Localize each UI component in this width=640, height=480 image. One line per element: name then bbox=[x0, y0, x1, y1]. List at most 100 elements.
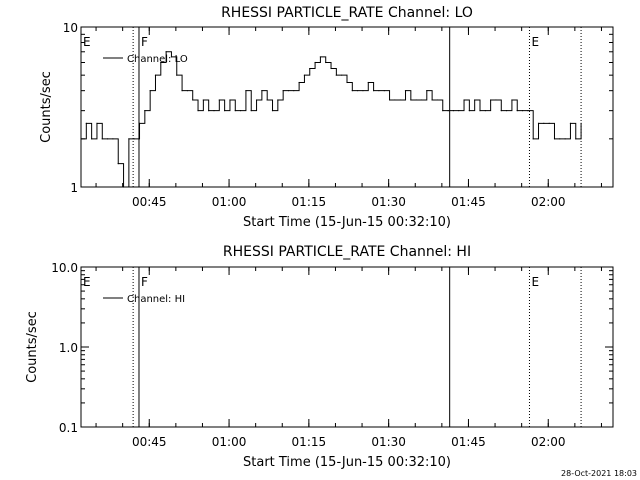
series-point bbox=[91, 138, 93, 140]
series-point bbox=[117, 163, 119, 165]
y-tick-label: 0.1 bbox=[59, 421, 78, 435]
x-tick-label: 00:45 bbox=[132, 195, 167, 209]
series-point bbox=[388, 99, 391, 101]
series-point bbox=[346, 81, 348, 84]
event-marker-label: E bbox=[531, 35, 539, 49]
series-point bbox=[122, 186, 125, 188]
x-tick-label: 01:30 bbox=[371, 435, 406, 449]
series-point bbox=[240, 110, 242, 112]
series-point bbox=[415, 99, 417, 101]
series-point bbox=[160, 61, 162, 64]
event-marker-label: E bbox=[83, 275, 91, 289]
x-tick-label: 01:45 bbox=[451, 435, 486, 449]
series-point bbox=[490, 99, 492, 101]
y-tick-label: 10 bbox=[63, 21, 78, 35]
series-point bbox=[367, 81, 369, 84]
series-point bbox=[399, 99, 401, 101]
series-point bbox=[463, 99, 465, 101]
series-point bbox=[101, 138, 103, 140]
series-point bbox=[144, 110, 146, 112]
legend-label: Channel: HI bbox=[127, 294, 185, 305]
x-axis-label: Start Time (15-Jun-15 00:32:10) bbox=[243, 455, 451, 470]
series-point bbox=[138, 122, 141, 124]
x-axis-label: Start Time (15-Jun-15 00:32:10) bbox=[243, 215, 451, 230]
series-point bbox=[234, 110, 236, 112]
hi-channel-panel: RHESSI PARTICLE_RATE Channel: HI 0.1 1.0 10… bbox=[25, 244, 614, 470]
series-point bbox=[506, 110, 508, 112]
series-point bbox=[431, 99, 433, 101]
series-point bbox=[373, 90, 375, 92]
series-point bbox=[458, 110, 460, 112]
event-marker-label: E bbox=[83, 35, 91, 49]
series-point bbox=[394, 99, 396, 101]
lo-channel-panel: RHESSI PARTICLE_RATE Channel: LO 1 10 00:45… bbox=[39, 5, 614, 230]
series-point bbox=[404, 90, 407, 92]
series-point bbox=[107, 138, 109, 140]
series-point bbox=[543, 122, 545, 124]
series-line-channel-lo bbox=[81, 51, 582, 188]
series-point bbox=[553, 138, 556, 140]
x-tick-label: 01:00 bbox=[212, 435, 247, 449]
series-point bbox=[293, 90, 295, 92]
series-point bbox=[468, 110, 470, 112]
series-point bbox=[319, 56, 321, 58]
series-point bbox=[224, 110, 226, 112]
y-axis-label: Counts/sec bbox=[25, 311, 40, 383]
event-marker-label: F bbox=[141, 275, 148, 289]
series-point bbox=[335, 74, 337, 76]
series-point bbox=[452, 110, 454, 112]
series-point bbox=[271, 110, 274, 112]
series-point bbox=[229, 99, 231, 101]
series-point bbox=[213, 110, 215, 112]
series-point bbox=[154, 74, 157, 76]
y-tick-label: 1.0 bbox=[59, 341, 78, 355]
series-point bbox=[186, 90, 188, 92]
series-point bbox=[351, 90, 353, 92]
x-tick-label: 01:15 bbox=[292, 435, 327, 449]
series-point bbox=[426, 90, 428, 92]
x-tick-label: 00:45 bbox=[132, 435, 167, 449]
series-point bbox=[474, 99, 476, 101]
plot-frame bbox=[80, 266, 614, 428]
series-point bbox=[575, 138, 577, 140]
series-point bbox=[532, 138, 534, 140]
event-marker-label: F bbox=[141, 35, 148, 49]
series-point bbox=[208, 110, 210, 112]
series-point bbox=[261, 90, 263, 92]
series-point bbox=[442, 110, 444, 112]
series-point bbox=[298, 81, 300, 84]
series-point bbox=[80, 138, 82, 140]
x-tick-label: 02:00 bbox=[531, 195, 566, 209]
x-tick-label: 01:45 bbox=[451, 195, 486, 209]
series-point bbox=[436, 99, 439, 101]
series-point bbox=[245, 90, 247, 92]
x-tick-label: 01:30 bbox=[371, 195, 406, 209]
series-point bbox=[580, 122, 582, 124]
x-tick-label: 01:00 bbox=[212, 195, 247, 209]
series-point bbox=[112, 138, 114, 140]
series-point bbox=[410, 99, 412, 101]
series-point bbox=[85, 122, 87, 124]
series-point bbox=[357, 90, 359, 92]
plot-frame bbox=[80, 26, 614, 188]
series-point bbox=[484, 110, 486, 112]
series-point bbox=[192, 99, 194, 101]
chart-title: RHESSI PARTICLE_RATE Channel: LO bbox=[221, 5, 473, 21]
series-point bbox=[202, 99, 204, 101]
series-point bbox=[516, 110, 518, 112]
series-point bbox=[527, 110, 529, 112]
chart-title: RHESSI PARTICLE_RATE Channel: HI bbox=[223, 244, 471, 260]
series-point bbox=[548, 122, 550, 124]
series-point bbox=[165, 51, 167, 53]
series-point bbox=[282, 90, 284, 92]
series-point bbox=[176, 74, 178, 76]
x-tick-label: 01:15 bbox=[292, 195, 327, 209]
series-point bbox=[255, 99, 258, 101]
series-point bbox=[325, 61, 327, 64]
series-point bbox=[569, 122, 572, 124]
event-marker-label: E bbox=[531, 275, 539, 289]
series-point bbox=[362, 90, 364, 92]
y-tick-label: 1 bbox=[70, 181, 78, 195]
series-point bbox=[277, 99, 279, 101]
